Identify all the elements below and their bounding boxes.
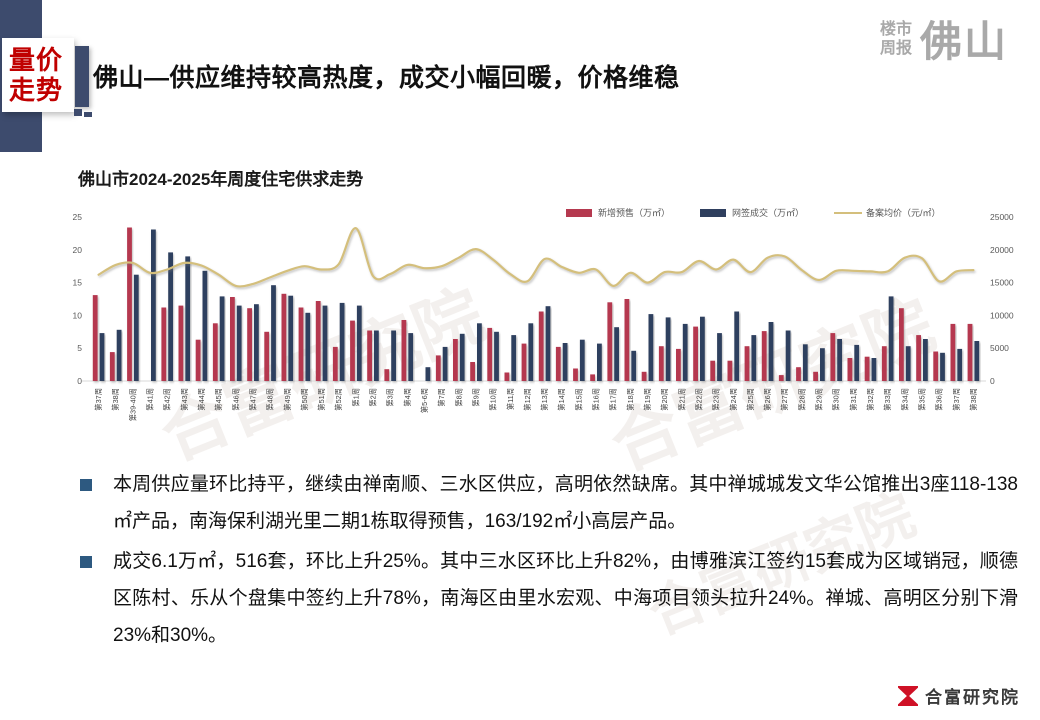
summary-bullets: 本周供应量环比持平，继续由禅南顺、三水区供应，高明依然缺席。其中禅城城发文华公馆… bbox=[80, 466, 1018, 657]
svg-text:第42周: 第42周 bbox=[163, 388, 172, 411]
brand-small-text: 楼市 周报 bbox=[880, 20, 912, 58]
svg-text:第24周: 第24周 bbox=[729, 388, 738, 411]
badge-accent-bar bbox=[75, 46, 89, 107]
company-logo: 合富研究院 bbox=[898, 683, 1020, 708]
bullet-text-transactions: 成交6.1万㎡，516套，环比上升25%。其中三水区环比上升82%，由博雅滨江签… bbox=[113, 551, 1018, 646]
badge-accent-square-1 bbox=[74, 109, 82, 116]
svg-text:第27周: 第27周 bbox=[780, 388, 789, 411]
svg-text:第45周: 第45周 bbox=[214, 388, 223, 411]
svg-text:第43周: 第43周 bbox=[180, 388, 189, 411]
topic-badge: 量价 走势 bbox=[2, 38, 74, 112]
svg-text:第25周: 第25周 bbox=[746, 388, 755, 411]
svg-text:5000: 5000 bbox=[990, 343, 1009, 353]
svg-text:第11周: 第11周 bbox=[506, 388, 515, 410]
brand-logo: 楼市 周报 佛山 bbox=[880, 8, 1008, 69]
svg-text:第47周: 第47周 bbox=[249, 388, 258, 411]
chart-title: 佛山市2024-2025年周度住宅供求走势 bbox=[78, 170, 364, 189]
brand-city-text: 佛山 bbox=[919, 18, 1008, 65]
svg-text:0: 0 bbox=[990, 376, 995, 386]
bullet-item-transactions: 成交6.1万㎡，516套，环比上升25%。其中三水区环比上升82%，由博雅滨江签… bbox=[80, 543, 1018, 654]
svg-text:新增预售（万㎡）: 新增预售（万㎡） bbox=[598, 207, 670, 218]
hopefluent-logo-icon bbox=[898, 685, 918, 706]
svg-text:第46周: 第46周 bbox=[231, 388, 240, 411]
svg-text:第35周: 第35周 bbox=[918, 388, 927, 411]
svg-text:第37周: 第37周 bbox=[952, 388, 961, 411]
svg-text:第2周: 第2周 bbox=[369, 388, 378, 407]
svg-text:第8周: 第8周 bbox=[454, 388, 463, 407]
svg-text:第12周: 第12周 bbox=[523, 388, 532, 411]
svg-text:第14周: 第14周 bbox=[557, 388, 566, 411]
svg-text:第10周: 第10周 bbox=[489, 388, 498, 411]
svg-text:第44周: 第44周 bbox=[197, 388, 206, 411]
svg-text:第3周: 第3周 bbox=[386, 388, 395, 407]
svg-text:第22周: 第22周 bbox=[695, 388, 704, 411]
svg-text:第33周: 第33周 bbox=[883, 388, 892, 411]
svg-text:第50周: 第50周 bbox=[300, 388, 309, 411]
svg-text:10000: 10000 bbox=[990, 310, 1014, 320]
svg-text:第39-40周: 第39-40周 bbox=[128, 388, 137, 421]
svg-text:第13周: 第13周 bbox=[540, 388, 549, 411]
svg-text:第4周: 第4周 bbox=[403, 388, 412, 407]
svg-text:15000: 15000 bbox=[990, 278, 1014, 288]
svg-text:第41周: 第41周 bbox=[146, 388, 155, 411]
bullet-text-supply: 本周供应量环比持平，继续由禅南顺、三水区供应，高明依然缺席。其中禅城城发文华公馆… bbox=[113, 474, 1018, 532]
svg-text:第38周: 第38周 bbox=[969, 388, 978, 411]
svg-text:第18周: 第18周 bbox=[626, 388, 635, 411]
svg-text:25: 25 bbox=[73, 212, 83, 222]
svg-text:第34周: 第34周 bbox=[900, 388, 909, 411]
svg-text:第17周: 第17周 bbox=[609, 388, 618, 411]
svg-text:第51周: 第51周 bbox=[317, 388, 326, 411]
bullet-item-supply: 本周供应量环比持平，继续由禅南顺、三水区供应，高明依然缺席。其中禅城城发文华公馆… bbox=[80, 466, 1018, 540]
svg-text:第29周: 第29周 bbox=[815, 388, 824, 411]
topic-badge-line1: 量价 bbox=[9, 45, 64, 75]
svg-text:第37周: 第37周 bbox=[94, 388, 103, 411]
brand-small-line1: 楼市 bbox=[879, 20, 912, 38]
svg-text:第49周: 第49周 bbox=[283, 388, 292, 411]
svg-text:5: 5 bbox=[77, 343, 82, 353]
svg-text:20000: 20000 bbox=[990, 245, 1014, 255]
svg-text:第30周: 第30周 bbox=[832, 388, 841, 411]
svg-text:10: 10 bbox=[73, 310, 83, 320]
svg-text:第32周: 第32周 bbox=[866, 388, 875, 411]
bullet-square-icon bbox=[80, 556, 92, 568]
svg-text:第7周: 第7周 bbox=[437, 388, 446, 407]
svg-text:第16周: 第16周 bbox=[592, 388, 601, 411]
svg-text:第15周: 第15周 bbox=[574, 388, 583, 411]
bullet-square-icon bbox=[80, 479, 92, 491]
svg-text:备案均价（元/㎡）: 备案均价（元/㎡） bbox=[866, 207, 941, 218]
svg-text:网签成交（万㎡）: 网签成交（万㎡） bbox=[732, 207, 804, 218]
svg-text:20: 20 bbox=[73, 245, 83, 255]
svg-text:第48周: 第48周 bbox=[266, 388, 275, 411]
svg-text:第36周: 第36周 bbox=[935, 388, 944, 411]
svg-text:第26周: 第26周 bbox=[763, 388, 772, 411]
svg-text:25000: 25000 bbox=[990, 212, 1014, 222]
badge-accent-square-2 bbox=[84, 112, 92, 117]
svg-text:第23周: 第23周 bbox=[712, 388, 721, 411]
topic-badge-line2: 走势 bbox=[9, 75, 64, 105]
svg-text:第20周: 第20周 bbox=[660, 388, 669, 411]
svg-text:第28周: 第28周 bbox=[797, 388, 806, 411]
svg-text:第19周: 第19周 bbox=[643, 388, 652, 411]
svg-text:第52周: 第52周 bbox=[334, 388, 343, 411]
svg-text:第5-6周: 第5-6周 bbox=[420, 388, 429, 413]
svg-text:第1周: 第1周 bbox=[351, 388, 360, 407]
svg-text:第9周: 第9周 bbox=[472, 388, 481, 407]
svg-text:第21周: 第21周 bbox=[677, 388, 686, 411]
svg-text:第38周: 第38周 bbox=[111, 388, 120, 411]
brand-small-line2: 周报 bbox=[879, 39, 912, 57]
supply-demand-chart: 05101520250500010000150002000025000第37周第… bbox=[73, 207, 1014, 421]
svg-text:0: 0 bbox=[77, 376, 82, 386]
slide-title: 佛山—供应维持较高热度，成交小幅回暖，价格维稳 bbox=[93, 64, 680, 92]
svg-text:15: 15 bbox=[73, 278, 83, 288]
company-logo-text: 合富研究院 bbox=[925, 688, 1020, 707]
svg-text:第31周: 第31周 bbox=[849, 388, 858, 411]
